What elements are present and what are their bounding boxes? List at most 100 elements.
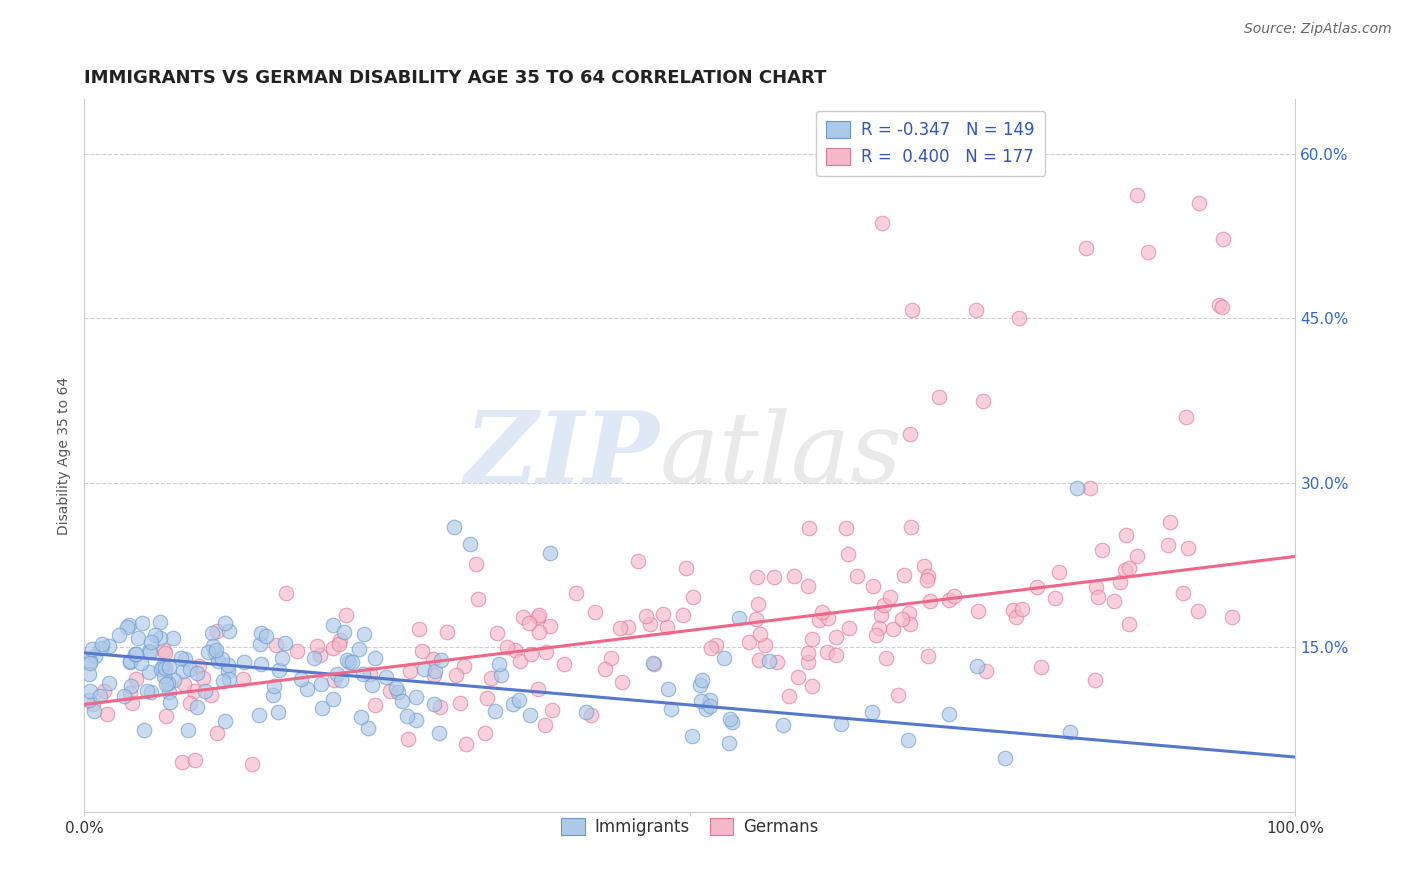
Point bbox=[797, 579, 820, 593]
Point bbox=[186, 665, 208, 680]
Point bbox=[838, 622, 860, 636]
Point bbox=[512, 609, 534, 624]
Point bbox=[217, 664, 239, 678]
Point bbox=[643, 657, 665, 671]
Point bbox=[375, 670, 398, 684]
Point bbox=[917, 573, 939, 587]
Point bbox=[681, 729, 703, 743]
Point bbox=[264, 638, 287, 652]
Point bbox=[155, 660, 177, 674]
Point bbox=[1208, 298, 1230, 312]
Point bbox=[249, 637, 271, 651]
Point bbox=[132, 723, 155, 737]
Point bbox=[1159, 515, 1181, 529]
Point bbox=[1007, 310, 1029, 325]
Point bbox=[1091, 542, 1114, 557]
Point bbox=[143, 628, 166, 642]
Point bbox=[436, 624, 458, 639]
Point bbox=[305, 639, 328, 653]
Point bbox=[898, 426, 921, 441]
Point bbox=[93, 684, 115, 698]
Point bbox=[311, 700, 333, 714]
Point bbox=[526, 609, 548, 624]
Point bbox=[131, 615, 153, 630]
Point bbox=[862, 579, 884, 593]
Point bbox=[172, 665, 194, 679]
Point bbox=[565, 586, 588, 600]
Point bbox=[179, 696, 201, 710]
Point bbox=[138, 665, 160, 679]
Point bbox=[153, 643, 176, 657]
Point bbox=[898, 616, 921, 631]
Point bbox=[124, 647, 146, 661]
Point bbox=[846, 569, 869, 583]
Point bbox=[517, 615, 540, 630]
Point bbox=[508, 693, 530, 707]
Point bbox=[699, 693, 721, 707]
Point bbox=[868, 621, 890, 635]
Point bbox=[188, 659, 211, 673]
Point bbox=[748, 653, 770, 667]
Point bbox=[136, 684, 159, 698]
Point bbox=[610, 675, 633, 690]
Point bbox=[1212, 232, 1234, 246]
Point bbox=[118, 686, 141, 700]
Point bbox=[643, 657, 665, 672]
Point bbox=[150, 662, 173, 676]
Point bbox=[405, 713, 427, 727]
Point bbox=[636, 609, 658, 624]
Point bbox=[322, 691, 344, 706]
Point bbox=[162, 631, 184, 645]
Point bbox=[690, 673, 713, 687]
Point bbox=[378, 684, 401, 698]
Point bbox=[626, 554, 648, 568]
Point bbox=[1115, 528, 1137, 542]
Point bbox=[657, 681, 679, 696]
Point bbox=[797, 521, 820, 535]
Point bbox=[129, 656, 152, 670]
Point bbox=[202, 639, 225, 653]
Point bbox=[405, 690, 427, 705]
Point bbox=[79, 684, 101, 698]
Point bbox=[1187, 196, 1209, 211]
Point bbox=[84, 648, 107, 663]
Point bbox=[423, 668, 446, 682]
Point bbox=[920, 594, 942, 608]
Point bbox=[1102, 594, 1125, 608]
Point bbox=[262, 688, 284, 702]
Point bbox=[865, 628, 887, 642]
Point bbox=[638, 616, 661, 631]
Point bbox=[340, 655, 363, 669]
Point bbox=[183, 684, 205, 698]
Point bbox=[115, 619, 138, 633]
Point bbox=[837, 547, 859, 561]
Point bbox=[675, 561, 697, 575]
Point bbox=[184, 753, 207, 767]
Point bbox=[121, 696, 143, 710]
Point bbox=[217, 657, 239, 672]
Point bbox=[173, 652, 195, 666]
Point bbox=[79, 656, 101, 670]
Text: IMMIGRANTS VS GERMAN DISABILITY AGE 35 TO 64 CORRELATION CHART: IMMIGRANTS VS GERMAN DISABILITY AGE 35 T… bbox=[84, 69, 827, 87]
Point bbox=[527, 624, 550, 639]
Point bbox=[728, 611, 751, 625]
Point bbox=[337, 655, 360, 669]
Point bbox=[1175, 410, 1198, 425]
Point bbox=[353, 627, 375, 641]
Point bbox=[1187, 603, 1209, 617]
Point bbox=[176, 723, 198, 737]
Point bbox=[364, 698, 387, 713]
Point bbox=[155, 677, 177, 691]
Point bbox=[875, 651, 897, 665]
Point bbox=[897, 733, 920, 747]
Point bbox=[120, 655, 142, 669]
Point bbox=[204, 646, 226, 660]
Point bbox=[363, 651, 385, 665]
Point bbox=[1047, 565, 1070, 579]
Point bbox=[811, 605, 834, 619]
Point bbox=[1087, 590, 1109, 604]
Point bbox=[335, 607, 357, 622]
Point bbox=[120, 654, 142, 668]
Point bbox=[443, 519, 465, 533]
Point bbox=[527, 608, 550, 623]
